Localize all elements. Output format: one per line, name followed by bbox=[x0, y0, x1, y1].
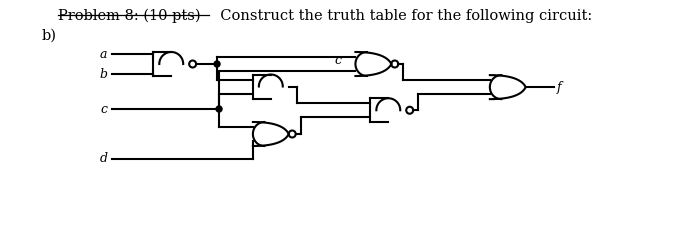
Text: b): b) bbox=[42, 29, 57, 43]
Circle shape bbox=[216, 106, 222, 112]
Text: b: b bbox=[99, 68, 108, 81]
Text: Construct the truth table for the following circuit:: Construct the truth table for the follow… bbox=[211, 9, 592, 23]
Text: a: a bbox=[100, 47, 108, 60]
Text: d: d bbox=[99, 152, 108, 165]
Text: c: c bbox=[101, 102, 108, 115]
Text: c: c bbox=[335, 54, 342, 67]
Circle shape bbox=[214, 61, 220, 67]
Text: Problem 8: (10 pts): Problem 8: (10 pts) bbox=[57, 9, 200, 23]
Text: f: f bbox=[556, 81, 561, 94]
